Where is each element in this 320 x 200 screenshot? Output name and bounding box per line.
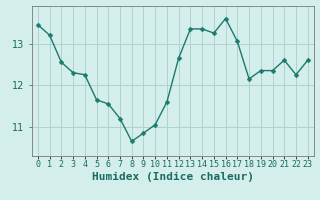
X-axis label: Humidex (Indice chaleur): Humidex (Indice chaleur) (92, 172, 254, 182)
